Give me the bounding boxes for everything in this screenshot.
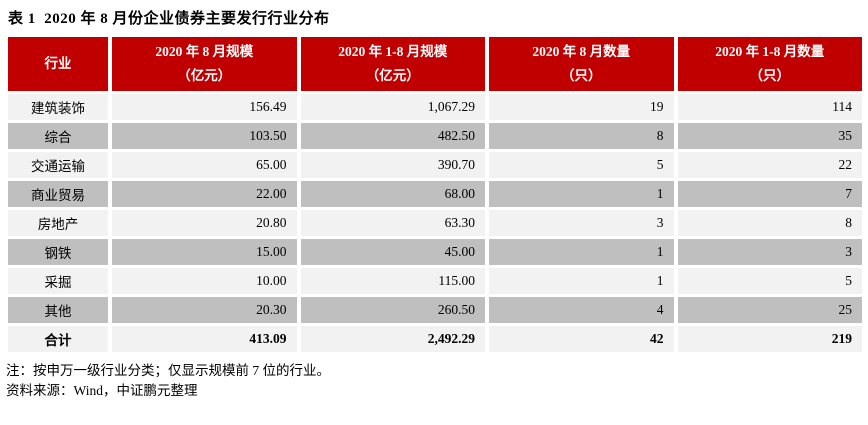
- aug-scale-cell: 20.80: [112, 210, 297, 236]
- header-ytd-count: 2020 年 1-8 月数量 （只）: [677, 37, 862, 91]
- table-body: 建筑装饰 156.49 1,067.29 19 114 综合 103.50 482.50 8 35…: [8, 94, 862, 352]
- header-line1: 2020 年 8 月规模: [155, 44, 254, 59]
- industry-cell: 建筑装饰: [8, 94, 108, 120]
- ytd-scale-cell: 260.50: [300, 297, 485, 323]
- aug-count-cell: 19: [489, 94, 674, 120]
- table-row: 采掘 10.00 115.00 1 5: [8, 268, 862, 294]
- table-row: 交通运输 65.00 390.70 5 22: [8, 152, 862, 178]
- aug-count-cell: 1: [489, 239, 674, 265]
- table-header: 行业 2020 年 8 月规模 （亿元） 2020 年 1-8 月规模 （亿元）…: [8, 37, 862, 91]
- ytd-count-cell: 25: [677, 297, 862, 323]
- table-row: 建筑装饰 156.49 1,067.29 19 114: [8, 94, 862, 120]
- ytd-count-cell: 5: [677, 268, 862, 294]
- ytd-scale-cell: 115.00: [300, 268, 485, 294]
- ytd-count-cell: 114: [677, 94, 862, 120]
- header-line1: 行业: [44, 56, 72, 71]
- report-page: 表 1 2020 年 8 月份企业债券主要发行行业分布 行业 2020 年 8 …: [4, 11, 866, 401]
- header-line2: （只）: [749, 68, 791, 83]
- aug-count-cell: 1: [489, 181, 674, 207]
- industry-cell: 钢铁: [8, 239, 108, 265]
- header-aug-scale: 2020 年 8 月规模 （亿元）: [112, 37, 297, 91]
- ytd-scale-cell: 2,492.29: [300, 326, 485, 352]
- table-row: 综合 103.50 482.50 8 35: [8, 123, 862, 149]
- industry-cell: 其他: [8, 297, 108, 323]
- ytd-scale-cell: 45.00: [300, 239, 485, 265]
- classification-note: 注：按申万一级行业分类；仅显示规模前 7 位的行业。: [6, 363, 330, 378]
- aug-scale-cell: 65.00: [112, 152, 297, 178]
- table-row: 商业贸易 22.00 68.00 1 7: [8, 181, 862, 207]
- ytd-scale-cell: 63.30: [300, 210, 485, 236]
- footnotes: 注：按申万一级行业分类；仅显示规模前 7 位的行业。 资料来源：Wind，中证鹏…: [4, 355, 864, 401]
- ytd-count-cell: 219: [677, 326, 862, 352]
- ytd-scale-cell: 1,067.29: [300, 94, 485, 120]
- aug-scale-cell: 103.50: [112, 123, 297, 149]
- aug-scale-cell: 10.00: [112, 268, 297, 294]
- source-note: 资料来源：Wind，中证鹏元整理: [6, 383, 198, 398]
- table-row: 其他 20.30 260.50 4 25: [8, 297, 862, 323]
- aug-count-cell: 3: [489, 210, 674, 236]
- industry-cell: 合计: [8, 326, 108, 352]
- industry-cell: 综合: [8, 123, 108, 149]
- aug-scale-cell: 156.49: [112, 94, 297, 120]
- aug-count-cell: 4: [489, 297, 674, 323]
- aug-count-cell: 1: [489, 268, 674, 294]
- header-line2: （只）: [561, 68, 602, 83]
- ytd-count-cell: 35: [677, 123, 862, 149]
- aug-count-cell: 5: [489, 152, 674, 178]
- ytd-count-cell: 8: [677, 210, 862, 236]
- aug-scale-cell: 22.00: [112, 181, 297, 207]
- industry-cell: 房地产: [8, 210, 108, 236]
- aug-scale-cell: 15.00: [112, 239, 297, 265]
- aug-scale-cell: 20.30: [112, 297, 297, 323]
- ytd-count-cell: 7: [677, 181, 862, 207]
- table-total-row: 合计 413.09 2,492.29 42 219: [8, 326, 862, 352]
- header-industry: 行业: [8, 37, 108, 91]
- ytd-count-cell: 3: [677, 239, 862, 265]
- header-line2: （亿元）: [177, 68, 232, 83]
- header-aug-count: 2020 年 8 月数量 （只）: [489, 37, 674, 91]
- table-row: 房地产 20.80 63.30 3 8: [8, 210, 862, 236]
- table-title: 表 1 2020 年 8 月份企业债券主要发行行业分布: [8, 11, 330, 27]
- ytd-scale-cell: 390.70: [300, 152, 485, 178]
- industry-distribution-table: 行业 2020 年 8 月规模 （亿元） 2020 年 1-8 月规模 （亿元）…: [4, 34, 866, 355]
- industry-cell: 交通运输: [8, 152, 108, 178]
- ytd-scale-cell: 482.50: [300, 123, 485, 149]
- aug-count-cell: 42: [489, 326, 674, 352]
- header-ytd-scale: 2020 年 1-8 月规模 （亿元）: [300, 37, 485, 91]
- header-line1: 2020 年 1-8 月规模: [338, 44, 448, 59]
- header-line1: 2020 年 8 月数量: [532, 44, 631, 59]
- aug-count-cell: 8: [489, 123, 674, 149]
- aug-scale-cell: 413.09: [112, 326, 297, 352]
- industry-cell: 商业贸易: [8, 181, 108, 207]
- industry-cell: 采掘: [8, 268, 108, 294]
- header-line2: （亿元）: [365, 68, 420, 83]
- ytd-count-cell: 22: [677, 152, 862, 178]
- table-row: 钢铁 15.00 45.00 1 3: [8, 239, 862, 265]
- ytd-scale-cell: 68.00: [300, 181, 485, 207]
- header-line1: 2020 年 1-8 月数量: [715, 44, 825, 59]
